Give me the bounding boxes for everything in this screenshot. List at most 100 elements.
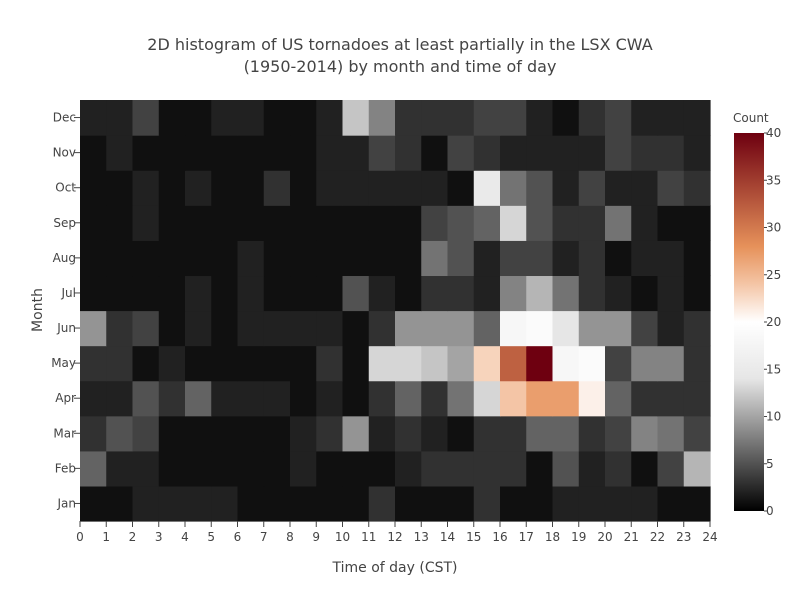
- heatmap-cell: [316, 380, 344, 417]
- colorbar: Count 0 5 10 15 20 25 30 35 40: [733, 111, 781, 518]
- heatmap-cell: [237, 170, 265, 206]
- heatmap-cell: [473, 450, 501, 487]
- heatmap-cell: [132, 310, 160, 347]
- heatmap-cell: [605, 275, 632, 312]
- x-tick-label: 7: [260, 530, 268, 544]
- colorbar-tick-label: 25: [766, 268, 781, 282]
- heatmap-cell: [473, 380, 501, 417]
- heatmap-cell: [106, 240, 134, 277]
- heatmap-cell: [683, 135, 711, 171]
- heatmap-cell: [263, 100, 291, 136]
- heatmap-cell: [552, 310, 580, 347]
- x-tick-label: 19: [571, 530, 586, 544]
- x-tick-label: 1: [102, 530, 110, 544]
- heatmap-cell: [631, 170, 659, 206]
- heatmap-cell: [368, 485, 396, 522]
- heatmap-cell: [447, 310, 475, 347]
- heatmap-cell: [211, 240, 239, 277]
- heatmap-cell: [290, 485, 317, 522]
- heatmap-cell: [578, 345, 606, 382]
- heatmap-cell: [132, 170, 160, 206]
- heatmap-cell: [237, 415, 265, 452]
- heatmap-cell: [106, 310, 134, 347]
- heatmap-cell: [526, 205, 554, 241]
- heatmap-cell: [395, 170, 422, 206]
- heatmap-cell: [473, 240, 501, 277]
- heatmap-cell: [500, 380, 527, 417]
- heatmap-cell: [290, 345, 317, 382]
- heatmap-cell: [473, 135, 501, 171]
- heatmap-cell: [395, 310, 422, 347]
- heatmap-cell: [237, 205, 265, 241]
- y-tick-label: May: [51, 356, 76, 370]
- heatmap-cell: [185, 345, 212, 382]
- heatmap-cell: [447, 205, 475, 241]
- x-tick-label: 10: [335, 530, 350, 544]
- heatmap-cell: [237, 135, 265, 171]
- heatmap-cell: [185, 380, 212, 417]
- x-tick-label: 23: [676, 530, 691, 544]
- heatmap-cell: [368, 100, 396, 136]
- heatmap-cell: [368, 275, 396, 312]
- y-tick-label: Sep: [53, 216, 76, 230]
- heatmap-cell: [158, 415, 186, 452]
- y-tick-label: Jul: [61, 286, 76, 300]
- heatmap-cell: [683, 170, 711, 206]
- heatmap-cell: [158, 275, 186, 312]
- heatmap-cell: [421, 100, 449, 136]
- heatmap-cell: [605, 485, 632, 522]
- heatmap-cell: [80, 415, 107, 452]
- heatmap-cell: [473, 415, 501, 452]
- heatmap-cell: [447, 345, 475, 382]
- heatmap-cell: [395, 275, 422, 312]
- x-tick-label: 16: [492, 530, 507, 544]
- heatmap-cell: [237, 310, 265, 347]
- heatmap-cell: [578, 240, 606, 277]
- x-tick-label: 15: [466, 530, 481, 544]
- heatmap-cell: [316, 205, 344, 241]
- x-tick-label: 24: [702, 530, 717, 544]
- heatmap-cell: [158, 170, 186, 206]
- heatmap-cell: [631, 310, 659, 347]
- heatmap-cell: [368, 345, 396, 382]
- heatmap-cell: [211, 135, 239, 171]
- heatmap-cell: [500, 450, 527, 487]
- y-tick-label: Dec: [53, 111, 76, 125]
- heatmap-cell: [342, 345, 370, 382]
- heatmap-cell: [526, 380, 554, 417]
- heatmap-cell: [447, 275, 475, 312]
- heatmap-cell: [526, 170, 554, 206]
- heatmap-cell: [605, 380, 632, 417]
- heatmap-cell: [473, 275, 501, 312]
- heatmap-cell: [185, 205, 212, 241]
- heatmap-cell: [395, 205, 422, 241]
- heatmap-cell: [106, 415, 134, 452]
- heatmap-cell: [368, 205, 396, 241]
- heatmap-cell: [185, 450, 212, 487]
- heatmap-cell: [80, 310, 107, 347]
- heatmap-cell: [290, 310, 317, 347]
- heatmap-cell: [657, 485, 685, 522]
- heatmap-cell: [132, 275, 160, 312]
- heatmap-cell: [211, 415, 239, 452]
- heatmap-cell: [500, 135, 527, 171]
- heatmap-cell: [683, 450, 711, 487]
- heatmap-cell: [106, 135, 134, 171]
- heatmap-cell: [132, 345, 160, 382]
- heatmap-cell: [368, 240, 396, 277]
- heatmap-cell: [447, 170, 475, 206]
- y-tick-label: Aug: [53, 251, 76, 265]
- heatmap-cell: [605, 170, 632, 206]
- heatmap-cell: [395, 380, 422, 417]
- x-tick-label: 4: [181, 530, 189, 544]
- heatmap-cell: [237, 345, 265, 382]
- heatmap-cell: [290, 415, 317, 452]
- heatmap-cell: [158, 240, 186, 277]
- heatmap-cell: [368, 135, 396, 171]
- heatmap-cell: [290, 135, 317, 171]
- heatmap-cell: [158, 310, 186, 347]
- heatmap-cell: [80, 205, 107, 241]
- heatmap-cell: [132, 380, 160, 417]
- heatmap-cell: [500, 240, 527, 277]
